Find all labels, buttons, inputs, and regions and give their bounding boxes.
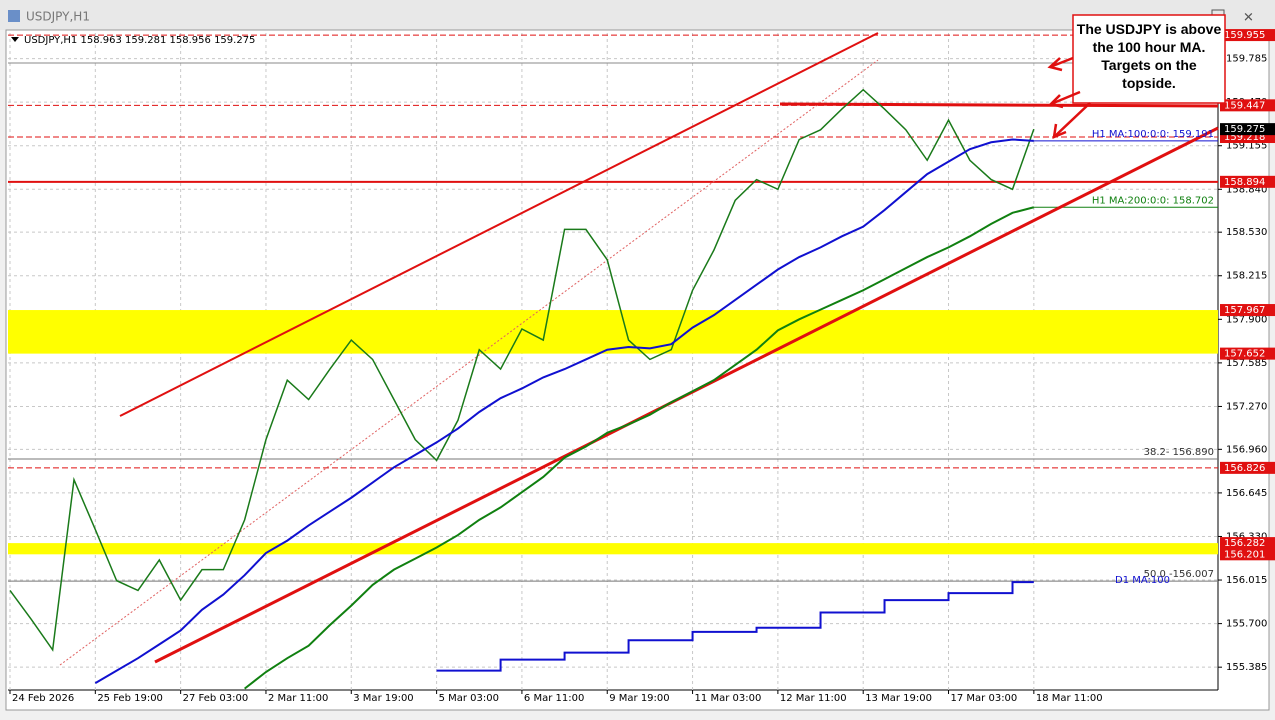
callout: The USDJPY is above the 100 hour MA. Tar… — [1076, 21, 1222, 91]
x-tick-label: 5 Mar 03:00 — [439, 693, 499, 704]
x-tick-label: 6 Mar 11:00 — [524, 693, 584, 704]
x-tick-label: 27 Feb 03:00 — [183, 693, 249, 704]
channel-mid — [59, 59, 879, 666]
y-tick-label: 158.840 — [1226, 184, 1267, 195]
ma-label: H1 MA:200:0:0: 158.702 — [1092, 195, 1214, 206]
level-label: 157.652 — [1224, 349, 1265, 360]
level-box — [1220, 29, 1275, 42]
level-label: 156.201 — [1224, 549, 1265, 560]
zone — [8, 310, 1218, 354]
level-box — [1220, 304, 1275, 317]
x-tick-label: 25 Feb 19:00 — [97, 693, 163, 704]
y-tick-label: 156.960 — [1226, 444, 1267, 455]
callout-box — [1072, 14, 1226, 104]
x-tick-label: 12 Mar 11:00 — [780, 693, 847, 704]
zone — [8, 543, 1218, 555]
arrow — [1049, 56, 1074, 69]
x-tick-label: 18 Mar 11:00 — [1036, 693, 1103, 704]
ma-label: H1 MA:100:0:0: 159.191 — [1092, 129, 1214, 140]
level-box — [1220, 537, 1275, 550]
header-arrow — [11, 37, 19, 42]
arrow — [1050, 90, 1081, 106]
level-label: 159.218 — [1224, 132, 1265, 143]
y-tick-label: 155.700 — [1226, 619, 1267, 630]
fib-label: 38.2- 156.890 — [1144, 447, 1214, 458]
y-tick-label: 159.155 — [1226, 141, 1267, 152]
x-tick-label: 11 Mar 03:00 — [695, 693, 762, 704]
series-line — [9, 88, 1035, 652]
window-title: USDJPY,H1 — [26, 10, 90, 24]
arrow-head — [1048, 94, 1064, 109]
y-tick-label: 156.330 — [1226, 531, 1267, 542]
callout-container: The USDJPY is above the 100 hour MA. Tar… — [1076, 21, 1222, 91]
level-label: 158.894 — [1224, 177, 1265, 188]
series-line — [436, 581, 1034, 672]
level-box — [1220, 548, 1275, 561]
level-box — [1220, 175, 1275, 188]
y-tick-label: 158.215 — [1226, 271, 1267, 282]
series-line — [94, 138, 1034, 684]
x-tick-label: 2 Mar 11:00 — [268, 693, 328, 704]
level-label: 159.955 — [1224, 30, 1265, 41]
level-label: 159.447 — [1224, 100, 1265, 111]
x-tick-label: 24 Feb 2026 — [12, 693, 74, 704]
x-tick-label: 9 Mar 19:00 — [609, 693, 669, 704]
arrow-head — [1052, 123, 1067, 140]
channel-top — [119, 32, 879, 417]
arrow-head — [1047, 57, 1063, 72]
level-label: 156.282 — [1224, 538, 1265, 549]
level-box — [1220, 347, 1275, 360]
level-label: 156.826 — [1224, 463, 1265, 474]
chart-header: USDJPY,H1 158.963 159.281 158.956 159.27… — [24, 35, 255, 46]
x-tick-label: 17 Mar 03:00 — [951, 693, 1018, 704]
level-label: 157.967 — [1224, 305, 1265, 316]
y-tick-label: 155.385 — [1226, 662, 1267, 673]
x-tick-label: 13 Mar 19:00 — [865, 693, 932, 704]
y-tick-label: 158.530 — [1226, 227, 1267, 238]
arrow — [1053, 102, 1091, 138]
resistance-line — [779, 102, 1219, 108]
window-icon — [8, 10, 20, 22]
title-bar — [0, 0, 1275, 30]
level-box — [1220, 99, 1275, 112]
y-tick-label: 157.270 — [1226, 401, 1267, 412]
level-box — [1220, 123, 1275, 136]
y-tick-label: 157.900 — [1226, 314, 1267, 325]
close-button[interactable]: ✕ — [1243, 11, 1254, 26]
chart-area — [5, 29, 1270, 711]
x-tick-label: 3 Mar 19:00 — [353, 693, 413, 704]
y-tick-label: 156.015 — [1226, 575, 1267, 586]
y-tick-label: 157.585 — [1226, 358, 1267, 369]
fib-label: 50.0 -156.007 — [1144, 569, 1214, 580]
series-line — [244, 206, 1035, 690]
y-tick-label: 156.645 — [1226, 488, 1267, 499]
callout-arrows — [1047, 56, 1091, 140]
y-tick-label: 159.785 — [1226, 54, 1267, 65]
ma-label: D1 MA:100 — [1115, 575, 1170, 586]
level-label: 159.275 — [1224, 124, 1265, 135]
level-box — [1220, 461, 1275, 474]
